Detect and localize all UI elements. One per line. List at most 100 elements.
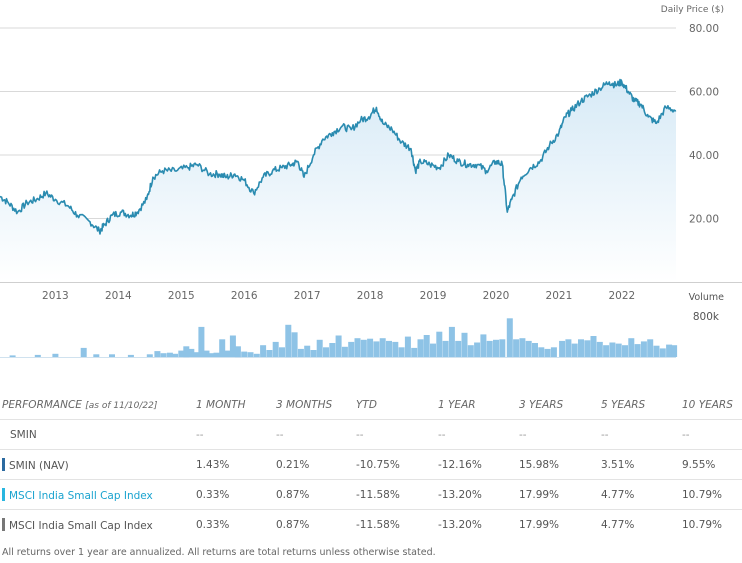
row-value: 0.33% <box>196 479 276 510</box>
volume-bar <box>341 346 348 357</box>
volume-bar <box>584 340 591 357</box>
row-value: -10.75% <box>356 449 438 480</box>
volume-bar <box>229 335 236 357</box>
row-value: 0.87% <box>276 479 356 510</box>
volume-bar <box>172 353 178 357</box>
header-performance: PERFORMANCE [as of 11/10/22] <box>2 398 158 411</box>
volume-bar <box>323 347 329 357</box>
volume-bar <box>160 353 167 357</box>
header-5-years: 5 YEARS <box>601 398 646 411</box>
table-row: MSCI India Small Cap Index 0.33% 0.87% -11.… <box>0 509 742 539</box>
volume-bar <box>266 350 273 357</box>
volume-bar <box>348 341 355 357</box>
row-label-text: SMIN <box>10 428 37 441</box>
volume-bar <box>532 343 538 357</box>
row-value: 4.77% <box>601 509 682 539</box>
volume-bar <box>183 346 190 358</box>
volume-bar <box>329 343 336 357</box>
row-label: SMIN (NAV) <box>0 449 196 480</box>
performance-header-row: PERFORMANCE [as of 11/10/22] 1 MONTH 3 M… <box>0 390 742 420</box>
price-axis-label: Daily Price ($) <box>661 5 724 15</box>
volume-bar <box>411 347 418 357</box>
row-value: 4.77% <box>601 479 682 510</box>
volume-bar <box>80 347 87 357</box>
volume-bar <box>379 338 386 357</box>
x-tick-label: 2014 <box>105 290 132 302</box>
header-3-years: 3 YEARS <box>519 398 564 411</box>
row-value: -11.58% <box>356 479 438 510</box>
x-tick-label: 2015 <box>168 290 195 302</box>
volume-bar <box>461 332 468 357</box>
row-value: -13.20% <box>438 479 519 510</box>
x-tick-label: 2016 <box>231 290 258 302</box>
volume-bar <box>234 346 241 358</box>
price-line <box>0 78 677 235</box>
series-swatch <box>2 487 5 501</box>
volume-bar <box>559 340 566 357</box>
volume-bar <box>506 318 513 357</box>
volume-bar <box>499 339 506 357</box>
volume-bar <box>109 354 115 357</box>
volume-bar <box>398 347 405 357</box>
volume-bar <box>519 338 526 357</box>
row-value: 17.99% <box>519 479 601 510</box>
volume-bar <box>203 350 210 357</box>
price-area <box>0 79 676 282</box>
volume-bar <box>373 341 380 357</box>
row-label-text: SMIN (NAV) <box>9 459 69 472</box>
y-tick-label: 40.00 <box>689 150 719 162</box>
row-value: -- <box>276 419 356 450</box>
header-1-month: 1 MONTH <box>196 398 246 411</box>
volume-bar <box>423 335 430 357</box>
row-value: -11.58% <box>356 509 438 539</box>
x-tick-label: 2017 <box>294 290 321 302</box>
volume-bar <box>392 341 399 357</box>
volume-bar <box>354 338 361 357</box>
volume-bar <box>417 339 424 357</box>
volume-bar <box>386 340 392 357</box>
x-tick-label: 2013 <box>42 290 69 302</box>
volume-bar <box>647 339 654 357</box>
table-row: MSCI India Small Cap Index 0.33% 0.87% -11.… <box>0 479 742 510</box>
volume-bar <box>166 352 173 357</box>
volume-bar <box>493 339 499 357</box>
chart-svg: Daily Price ($) 80.00 60.00 40.00 20.00 2013 2… <box>0 5 742 358</box>
row-value: -- <box>519 419 601 450</box>
volume-bar <box>442 340 449 357</box>
volume-bar <box>198 326 205 357</box>
volume-bar <box>640 341 647 357</box>
volume-bar <box>578 339 584 357</box>
volume-bar <box>653 345 660 357</box>
y-tick-label: 60.00 <box>689 87 719 99</box>
row-value: -- <box>682 419 742 450</box>
row-label: SMIN <box>0 419 196 450</box>
volume-bar <box>188 348 195 357</box>
volume-bar <box>52 353 59 357</box>
volume-bar <box>127 354 134 357</box>
volume-bar <box>436 331 443 357</box>
volume-bar <box>609 342 616 357</box>
volume-axis-label: Volume <box>689 292 724 303</box>
volume-bar <box>513 339 520 357</box>
header-3-months: 3 MONTHS <box>276 398 333 411</box>
volume-bar <box>659 348 666 357</box>
row-value: 17.99% <box>519 509 601 539</box>
volume-bar <box>367 338 374 357</box>
header-1-year: 1 YEAR <box>438 398 476 411</box>
volume-bar <box>467 345 474 357</box>
row-value: -- <box>196 419 276 450</box>
row-value: -13.20% <box>438 509 519 539</box>
volume-bar <box>213 352 220 357</box>
volume-bar <box>550 347 557 357</box>
volume-bar <box>93 354 100 357</box>
volume-bar <box>146 354 153 357</box>
volume-bar <box>538 347 545 357</box>
row-value: 0.87% <box>276 509 356 539</box>
row-value: -- <box>601 419 682 450</box>
volume-bar <box>666 344 673 357</box>
row-value: -- <box>438 419 519 450</box>
volume-bar <box>486 340 493 357</box>
header-as-of: [as of 11/10/22] <box>85 400 158 411</box>
row-value: 10.79% <box>682 509 742 539</box>
volume-bar <box>622 345 628 357</box>
